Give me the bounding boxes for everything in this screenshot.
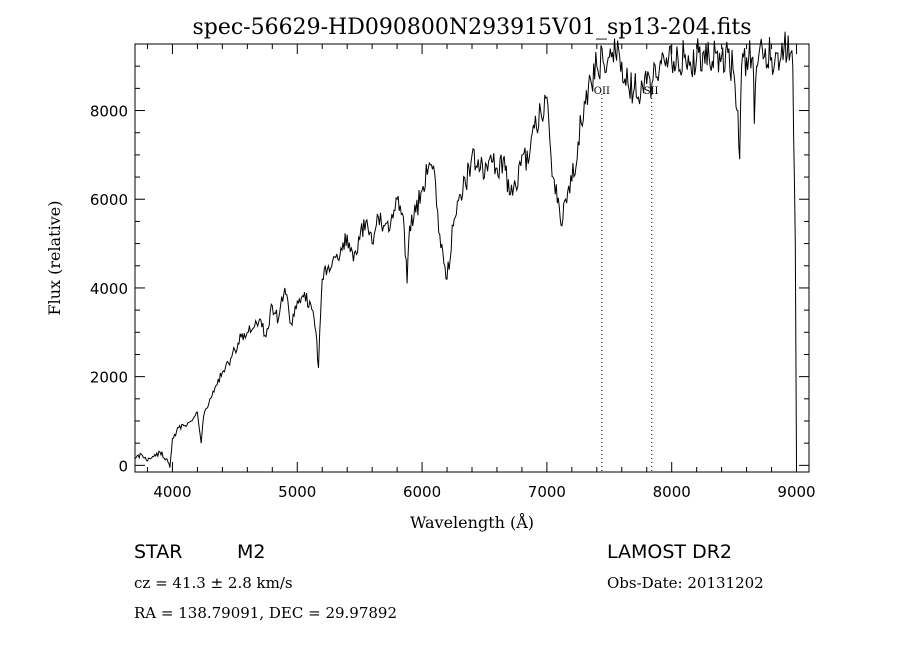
plot-frame [134,43,810,473]
obs-date-text: Obs-Date: 20131202 [607,574,764,592]
spectrum-line [134,31,797,468]
line-marker-label: OII [594,86,610,97]
cz-text: cz = 41.3 ± 2.8 km/s [134,574,293,592]
class-label: STAR [134,541,183,563]
x-tick-label: 9000 [777,483,815,501]
subclass-label: M2 [237,541,266,563]
y-tick-label: 8000 [90,103,128,121]
survey-label: LAMOST DR2 [607,541,732,563]
chart-title: spec-56629-HD090800N293915V01_sp13-204.f… [192,15,751,40]
y-tick-label: 2000 [90,369,128,387]
x-tick-label: 7000 [528,483,566,501]
y-axis-label: Flux (relative) [45,201,64,316]
spectral-line-markers: OII SII [594,86,659,472]
axis-ticks [135,43,809,472]
y-tick-label: 6000 [90,191,128,209]
x-tick-label: 6000 [403,483,441,501]
y-tick-label: 0 [118,457,128,475]
x-tick-label: 4000 [153,483,191,501]
x-tick-label: 5000 [278,483,316,501]
coords-text: RA = 138.79091, DEC = 29.97892 [134,604,398,622]
x-tick-label: 8000 [653,483,691,501]
x-axis-label: Wavelength (Å) [410,512,534,532]
axis-tick-labels: 4000 5000 6000 7000 8000 9000 0 2000 4000 6000 800… [90,103,816,501]
y-tick-label: 4000 [90,280,128,298]
